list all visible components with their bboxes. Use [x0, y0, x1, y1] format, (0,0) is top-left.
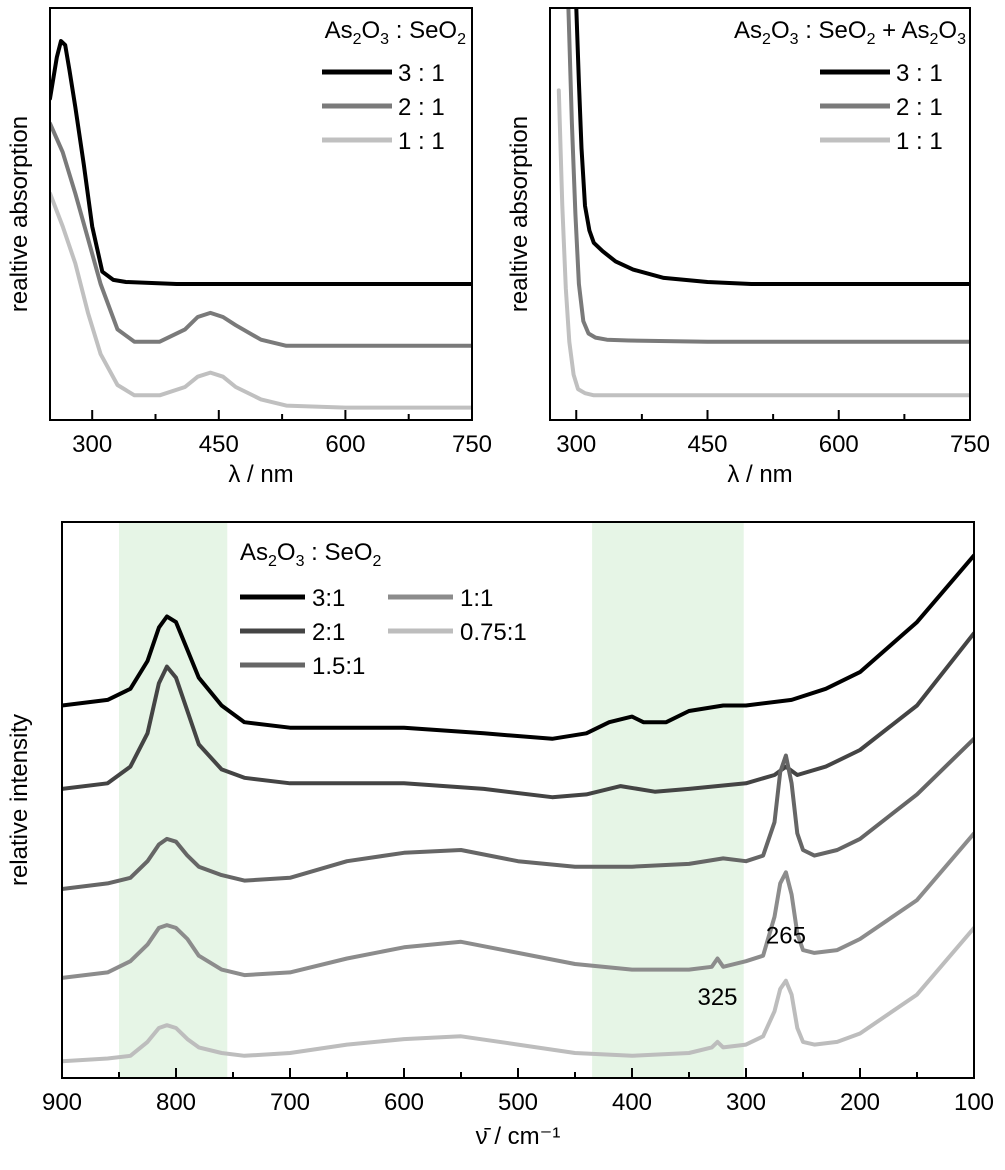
- series-line-0.751: [62, 925, 974, 1064]
- x-tick-label: 450: [199, 431, 239, 458]
- x-tick-label: 600: [325, 431, 365, 458]
- legend-label: 2 : 1: [896, 94, 943, 121]
- legend-label: 2:1: [312, 619, 345, 646]
- legend-title: As2O3 : SeO2: [325, 17, 467, 48]
- chart-panel-1: 300 450 600 750 λ / nm realtive absorption As2…: [6, 7, 492, 488]
- x-tick-label: 450: [687, 431, 727, 458]
- x-tick-label: 700: [270, 1089, 310, 1116]
- legend-label: 1.5:1: [312, 653, 365, 680]
- series-line-11: [556, 88, 970, 398]
- x-tick-label: 750: [950, 431, 990, 458]
- x-tick-label: 200: [840, 1089, 880, 1116]
- x-tick-label: 800: [156, 1089, 196, 1116]
- series-line-11: [50, 191, 472, 410]
- plot-frame: [49, 7, 473, 421]
- series-line-31: [62, 553, 974, 741]
- y-axis-label: relative intensity: [6, 714, 33, 886]
- series-line-21: [50, 121, 472, 348]
- x-tick-label: 100: [954, 1089, 994, 1116]
- x-tick-label: 300: [72, 431, 112, 458]
- legend-label: 1:1: [460, 585, 493, 612]
- legend-label: 0.75:1: [460, 619, 527, 646]
- x-tick-label: 500: [498, 1089, 538, 1116]
- series-line-1.51: [62, 736, 974, 891]
- chart-panel-3: 900 800 700 600 500 400 300 200 100 ν̄ / cm⁻¹ rela…: [6, 521, 994, 1150]
- x-axis-label: ν̄ / cm⁻¹: [476, 1123, 561, 1150]
- x-axis-label: λ / nm: [727, 461, 792, 488]
- legend-label: 1 : 1: [398, 128, 445, 155]
- x-axis-label: λ / nm: [228, 461, 293, 488]
- legend-label: 3 : 1: [398, 60, 445, 87]
- legend-label: 2 : 1: [398, 94, 445, 121]
- x-tick-label: 900: [42, 1089, 82, 1116]
- x-tick-label: 300: [726, 1089, 766, 1116]
- series-line-21: [62, 631, 974, 800]
- series-line-21: [566, 8, 970, 344]
- y-axis-label: realtive absorption: [506, 116, 533, 312]
- legend-label: 3 : 1: [896, 60, 943, 87]
- x-tick-label: 600: [384, 1089, 424, 1116]
- y-axis-label: realtive absorption: [6, 116, 33, 312]
- peak-annotation: 265: [766, 923, 806, 950]
- x-tick-label: 600: [819, 431, 859, 458]
- legend-title: As2O3 : SeO2: [240, 539, 382, 570]
- series-line-31: [50, 39, 472, 286]
- shaded-region-1: [119, 522, 228, 1078]
- legend-label: 3:1: [312, 585, 345, 612]
- plot-frame: [549, 7, 971, 421]
- x-tick-label: 300: [556, 431, 596, 458]
- chart-panel-2: 300 450 600 750 λ / nm realtive absorption As2…: [506, 7, 990, 488]
- legend-title: As2O3 : SeO2 + As2O3: [734, 17, 966, 48]
- x-tick-label: 400: [612, 1089, 652, 1116]
- series-line-11: [62, 831, 974, 980]
- legend-label: 1 : 1: [896, 128, 943, 155]
- peak-annotation: 325: [697, 984, 737, 1011]
- x-tick-label: 750: [452, 431, 492, 458]
- shaded-region-2: [592, 522, 744, 1078]
- series-line-31: [574, 8, 970, 286]
